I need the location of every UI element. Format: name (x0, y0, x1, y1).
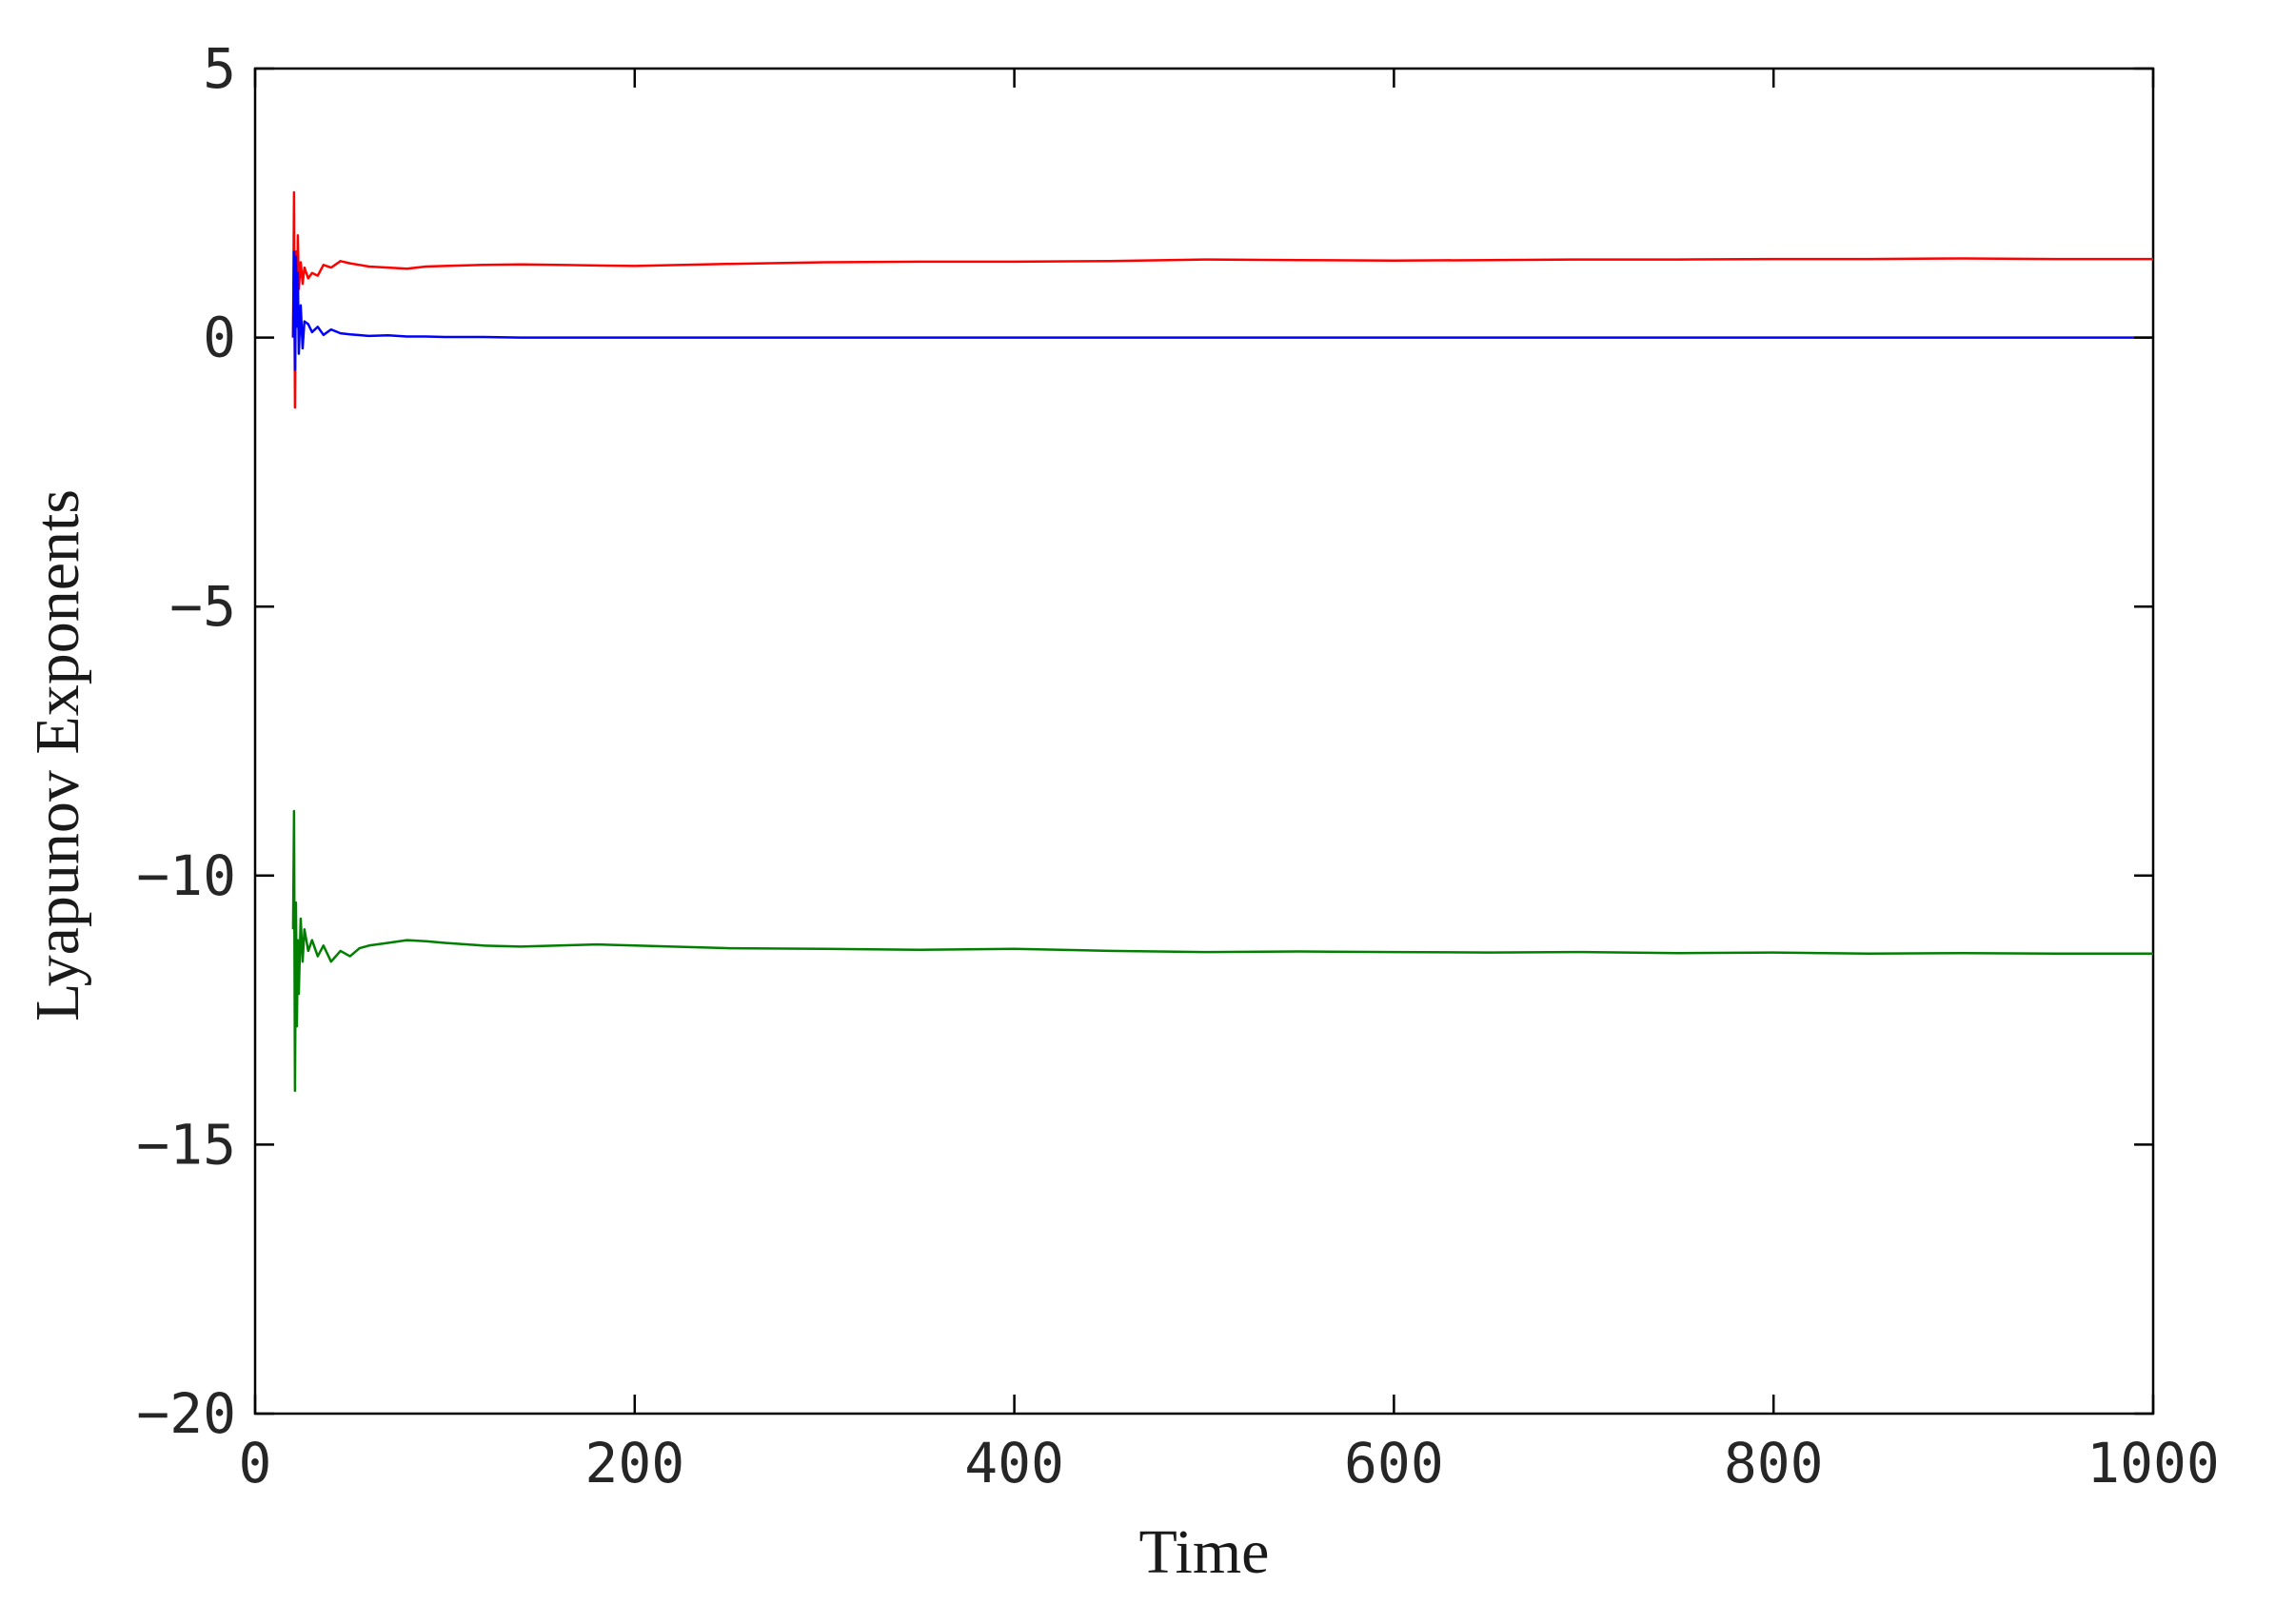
y-tick-label: −15 (136, 1112, 236, 1177)
y-tick-label: 0 (203, 306, 236, 370)
series-line-3 (291, 809, 2153, 1093)
series-line-1 (291, 190, 2153, 409)
x-tick-label: 1000 (2087, 1431, 2220, 1495)
x-tick-label: 400 (964, 1431, 1064, 1495)
x-tick-label: 200 (584, 1431, 684, 1495)
y-axis-title: Lyapunov Exponents (23, 489, 92, 1021)
plot-area-frame (253, 67, 2155, 1416)
y-tick-label: −10 (136, 843, 236, 908)
y-tick-label: −20 (136, 1381, 236, 1446)
x-axis-title: Time (1139, 1517, 1270, 1587)
series-layer (291, 190, 2153, 1093)
x-tick-label: 0 (239, 1431, 272, 1495)
x-tick-label: 600 (1344, 1431, 1444, 1495)
x-tick-label: 800 (1724, 1431, 1824, 1495)
series-line-2 (291, 249, 2153, 371)
y-tick-label: −5 (169, 574, 236, 639)
x-tick-labels: 0 200 400 600 800 1000 (239, 1431, 2220, 1495)
y-tick-labels: 5 0 −5 −10 −15 −20 (136, 36, 236, 1446)
tick-marks (253, 67, 2155, 1416)
y-tick-label: 5 (203, 36, 236, 101)
